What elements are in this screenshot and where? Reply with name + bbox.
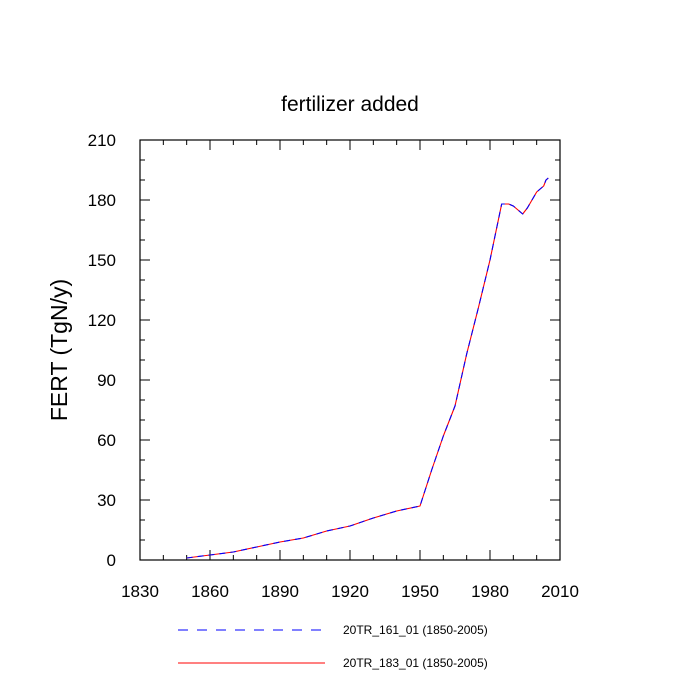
legend-label: 20TR_183_01 (1850-2005) — [343, 656, 488, 670]
x-tick-label: 1830 — [121, 582, 159, 601]
series-line-20TR_161_01 — [186, 177, 549, 559]
y-tick-label: 150 — [88, 251, 116, 270]
y-tick-label: 120 — [88, 311, 116, 330]
plot-border — [139, 139, 561, 561]
axis-ticks — [139, 139, 561, 561]
series-line-20TR_183_01 — [186, 177, 549, 559]
y-tick-label: 180 — [88, 191, 116, 210]
x-tick-label: 1920 — [331, 582, 369, 601]
x-tick-label: 1890 — [261, 582, 299, 601]
y-tick-label: 30 — [97, 491, 116, 510]
legend-label: 20TR_161_01 (1850-2005) — [343, 623, 488, 637]
x-tick-label: 1860 — [191, 582, 229, 601]
series-lines — [186, 177, 549, 559]
axis-tick-labels: 1830 1860 1890 1920 1950 1980 2010 0 30 60 90 120 15… — [88, 131, 579, 601]
x-tick-label: 1950 — [401, 582, 439, 601]
x-tick-label: 1980 — [471, 582, 509, 601]
legend: 20TR_161_01 (1850-2005) 20TR_183_01 (1850… — [178, 623, 488, 670]
y-tick-label: 210 — [88, 131, 116, 150]
y-tick-label: 90 — [97, 371, 116, 390]
plot-frame — [139, 139, 561, 561]
y-axis-label: FERT (TgN/y) — [46, 279, 72, 421]
y-tick-label: 0 — [107, 551, 116, 570]
chart-title: fertilizer added — [281, 93, 419, 116]
y-tick-label: 60 — [97, 431, 116, 450]
x-tick-label: 2010 — [541, 582, 579, 601]
